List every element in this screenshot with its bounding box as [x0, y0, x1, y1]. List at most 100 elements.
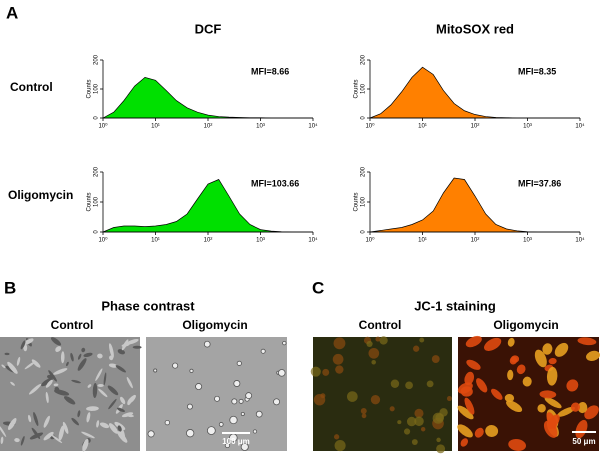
cell	[33, 412, 39, 427]
x-tick-label: 10⁰	[98, 237, 108, 244]
cell	[92, 382, 98, 398]
x-tick-label: 10²	[471, 124, 480, 130]
cells	[310, 336, 452, 454]
cell	[66, 361, 69, 367]
cell	[108, 423, 119, 434]
cell	[457, 405, 474, 420]
cell	[0, 424, 7, 438]
cell	[485, 425, 499, 437]
y-tick-label: 0	[361, 116, 367, 120]
cell	[186, 403, 193, 410]
cell	[544, 397, 562, 409]
cell	[370, 395, 381, 405]
cell	[121, 339, 129, 351]
cell	[24, 361, 36, 370]
cell	[584, 405, 599, 420]
cell	[464, 397, 475, 415]
cell	[546, 366, 558, 386]
cell	[115, 365, 126, 373]
cell	[368, 347, 380, 359]
cell	[507, 369, 514, 381]
cell	[465, 335, 482, 348]
cell	[255, 410, 263, 418]
cells	[147, 340, 287, 451]
panel-label: C	[312, 278, 324, 297]
cell	[0, 436, 4, 445]
cell	[20, 340, 26, 350]
cell	[510, 355, 520, 363]
cell	[86, 412, 91, 423]
cell	[577, 402, 588, 414]
cell	[260, 348, 266, 354]
cell	[554, 342, 569, 357]
cell	[83, 352, 93, 358]
y-tick-label: 200	[361, 54, 367, 65]
cell	[273, 398, 280, 406]
cell	[81, 347, 86, 353]
cell	[547, 414, 560, 429]
cell	[96, 420, 100, 428]
x-tick-label: 10⁴	[575, 123, 585, 130]
cell	[240, 442, 249, 451]
cell	[557, 406, 575, 417]
cell	[8, 418, 17, 431]
y-tick-label: 100	[94, 196, 100, 207]
cell	[14, 438, 20, 443]
micrograph	[146, 337, 287, 451]
y-axis-label: Counts	[354, 192, 360, 211]
cell	[16, 356, 21, 366]
cell	[20, 436, 25, 446]
cell	[214, 395, 221, 402]
cell	[333, 434, 340, 440]
cell	[436, 444, 446, 454]
cell	[277, 369, 286, 377]
cell	[153, 368, 158, 373]
cell	[23, 338, 34, 345]
y-tick-label: 0	[94, 116, 100, 120]
cell	[236, 360, 242, 366]
cell	[1, 364, 6, 369]
y-axis-label: Counts	[87, 192, 93, 211]
row-heading: Oligomycin	[8, 188, 73, 202]
cell	[116, 407, 125, 413]
column-heading: DCF	[195, 21, 222, 36]
x-tick-label: 10⁰	[98, 123, 108, 130]
cell	[70, 352, 74, 362]
y-tick-label: 0	[94, 230, 100, 234]
scale-label: 100 μm	[222, 437, 250, 446]
cell	[476, 378, 488, 393]
x-tick-label: 10⁰	[365, 237, 375, 244]
cell	[51, 434, 63, 444]
cell	[28, 414, 32, 423]
x-tick-label: 10²	[204, 238, 213, 244]
cell	[109, 355, 114, 361]
cell	[371, 359, 376, 365]
cell	[107, 385, 119, 396]
cell	[132, 345, 142, 349]
cell	[231, 398, 238, 405]
cell	[87, 384, 92, 388]
cell	[43, 415, 50, 428]
y-axis-label: Counts	[354, 79, 360, 98]
cell	[334, 440, 346, 452]
cell	[322, 368, 330, 376]
cell	[121, 412, 134, 418]
scale-label: 50 μm	[572, 437, 595, 446]
cell	[63, 396, 76, 405]
x-tick-label: 10²	[204, 124, 213, 130]
cell	[504, 393, 515, 403]
cell	[506, 400, 523, 413]
cell	[126, 339, 139, 345]
x-tick-label: 10¹	[151, 238, 160, 244]
cell	[414, 408, 424, 418]
cell	[206, 426, 216, 435]
cell	[460, 386, 473, 397]
cell	[53, 368, 68, 375]
column-heading: Oligomycin	[182, 318, 247, 332]
y-tick-label: 0	[361, 230, 367, 234]
cell	[224, 442, 231, 449]
cell	[60, 351, 65, 364]
cell	[466, 359, 481, 370]
cell	[147, 430, 155, 438]
cell	[77, 353, 82, 360]
